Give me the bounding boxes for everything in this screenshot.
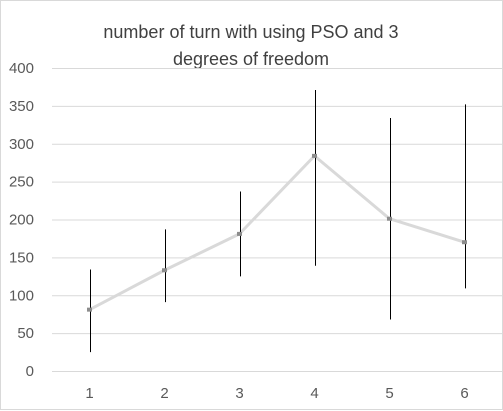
y-tick-label-100: 100 bbox=[9, 287, 34, 304]
data-point-2 bbox=[162, 268, 167, 273]
chart-title-line-1: number of turn with using PSO and 3 bbox=[103, 22, 399, 42]
series-line-0 bbox=[88, 154, 465, 311]
chart-title-line-2: degrees of freedom bbox=[172, 49, 330, 69]
y-tick-label-300: 300 bbox=[9, 136, 34, 153]
y-tick-label-0: 0 bbox=[26, 363, 34, 380]
chart-title: number of turn with using PSO and 3 degr… bbox=[41, 19, 461, 73]
data-point-5 bbox=[387, 216, 392, 221]
x-tick-label-1: 1 bbox=[85, 385, 93, 402]
y-tick-label-400: 400 bbox=[9, 60, 34, 77]
x-tick-label-2: 2 bbox=[160, 385, 168, 402]
y-tick-label-250: 250 bbox=[9, 174, 34, 191]
data-point-1 bbox=[87, 307, 92, 312]
x-tick-label-4: 4 bbox=[310, 385, 318, 402]
y-tick-label-350: 350 bbox=[9, 98, 34, 115]
x-tick-label-5: 5 bbox=[385, 385, 393, 402]
x-tick-label-6: 6 bbox=[460, 385, 468, 402]
y-tick-label-50: 50 bbox=[17, 325, 34, 342]
x-tick-label-3: 3 bbox=[235, 385, 243, 402]
data-point-3 bbox=[237, 231, 242, 236]
data-point-4 bbox=[312, 153, 317, 158]
y-tick-label-200: 200 bbox=[9, 212, 34, 229]
y-tick-label-150: 150 bbox=[9, 249, 34, 266]
data-point-6 bbox=[462, 240, 467, 245]
